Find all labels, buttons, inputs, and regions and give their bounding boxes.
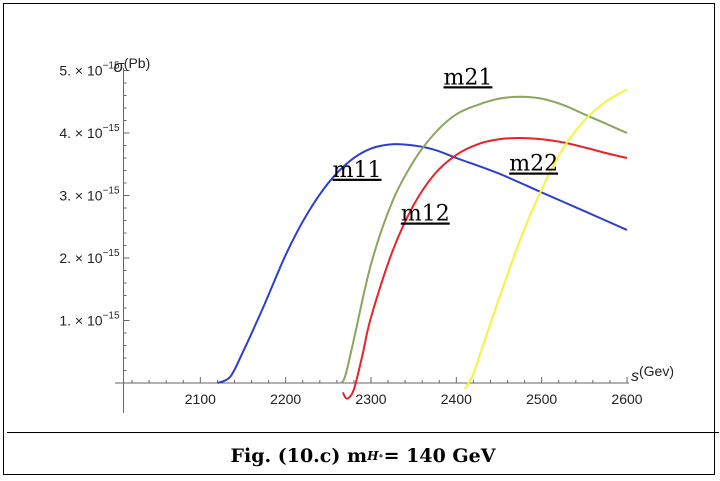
x-axis-label: s(Gev) — [631, 363, 674, 385]
x-tick-label: 2400 — [441, 391, 472, 407]
y-tick-label: 3. × 10−15 — [59, 186, 120, 204]
caption-prefix: Fig. (10.c) m — [230, 445, 368, 467]
series-label-m12: m12 — [401, 202, 450, 227]
y-tick-label: 1. × 10−15 — [59, 311, 120, 329]
y-tick-label: 2. × 10−15 — [59, 248, 120, 266]
x-tick-label: 2100 — [185, 391, 216, 407]
series-line-m22 — [464, 88, 628, 390]
y-tick-label: 5. × 10−15 — [59, 61, 120, 79]
x-tick-label: 2200 — [270, 391, 301, 407]
caption-superscript: ∘ — [378, 450, 384, 462]
x-tick-label: 2600 — [611, 391, 642, 407]
y-tick-label: 4. × 10−15 — [59, 123, 120, 141]
y-axis-label: σ(Pb) — [114, 55, 151, 76]
series-line-m21 — [340, 95, 628, 384]
series-label-m21: m21 — [444, 65, 493, 90]
series-label-m22: m22 — [509, 152, 558, 177]
series-line-m12 — [341, 137, 628, 400]
series-label-m11: m11 — [333, 158, 382, 183]
x-tick-label: 2500 — [526, 391, 557, 407]
x-tick-label: 2300 — [355, 391, 386, 407]
caption-suffix: = 140 GeV — [383, 445, 496, 467]
figure-frame: 2100 2200 2300 2400 2500 2600 1. × 10−15 2. × 1… — [3, 3, 719, 475]
figure-caption: Fig. (10.c) m H ∘ = 140 GeV — [7, 432, 719, 479]
series-line-m11 — [216, 143, 628, 384]
chart: 2100 2200 2300 2400 2500 2600 1. × 10−15 2. × 1… — [59, 55, 674, 413]
caption-subscript: H — [367, 449, 379, 463]
